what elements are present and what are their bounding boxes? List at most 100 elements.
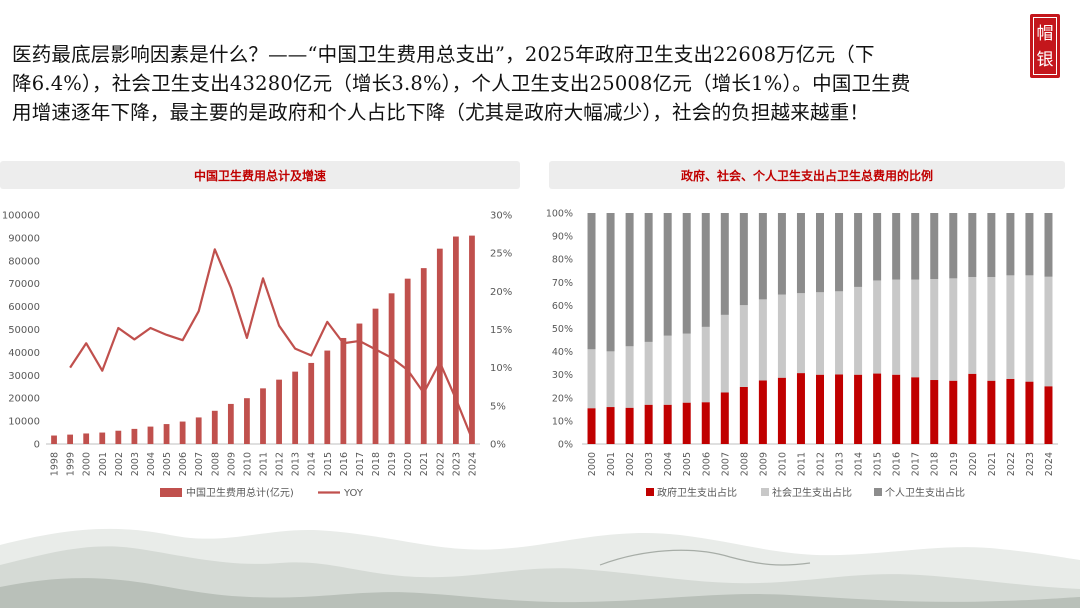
right-bar-social: [949, 278, 958, 381]
left-x-tick-label: 2002: [114, 452, 125, 476]
seal-char-2: 银: [1036, 50, 1054, 70]
left-x-tick-label: 2000: [82, 452, 93, 476]
right-bar-social: [625, 346, 634, 408]
right-x-tick-label: 2000: [587, 452, 598, 476]
right-y-tick-label: 100%: [546, 209, 573, 220]
left-x-tick-label: 2011: [259, 452, 270, 476]
left-x-tick-label: 2018: [371, 452, 382, 476]
left-x-tick-label: 2014: [307, 452, 318, 476]
left-x-tick-label: 2004: [146, 452, 157, 476]
right-bar-government: [835, 374, 844, 444]
left-bar: [211, 410, 218, 444]
left-y2-tick-label: 0%: [490, 440, 506, 451]
headline-line-1: 医药最底层影响因素是什么？——“中国卫生费用总支出”，2025年政府卫生支出22…: [12, 43, 875, 66]
left-x-tick-label: 2006: [178, 452, 189, 476]
right-bar-government: [644, 404, 653, 444]
right-x-tick-label: 2010: [777, 452, 788, 476]
right-x-tick-label: 2006: [701, 452, 712, 476]
right-x-tick-label: 2015: [873, 452, 884, 476]
charts-canvas: 0 10000 20000 30000 40000 50000 60000 70000 8000…: [2, 209, 1058, 499]
mountain-mid: [0, 546, 1080, 608]
right-bar-government: [911, 377, 920, 444]
left-bar: [404, 278, 411, 444]
left-bar: [388, 293, 395, 444]
right-bar-personal: [739, 213, 748, 306]
left-x-tick-label: 2016: [339, 452, 350, 476]
right-bar-personal: [949, 213, 958, 279]
left-bar: [227, 403, 234, 444]
left-x-tick-label: 2008: [210, 452, 221, 476]
right-bar-social: [930, 279, 939, 381]
right-bar-government: [949, 380, 958, 444]
left-y-tick-label: 0: [34, 440, 40, 451]
right-bar-government: [739, 386, 748, 444]
left-x-tick-label: 2024: [467, 452, 478, 476]
left-y2-tick-label: 15%: [490, 325, 512, 336]
left-bar: [147, 426, 154, 444]
left-x-tick-label: 2005: [162, 452, 173, 476]
right-bar-social: [911, 279, 920, 378]
headline-line-2: 降6.4%），社会卫生支出43280亿元（增长3.8%），个人卫生支出25008…: [12, 72, 911, 95]
right-bar-government: [1006, 378, 1015, 444]
left-bar: [356, 323, 363, 444]
left-yoy-line: [69, 248, 473, 440]
right-x-tick-label: 2017: [911, 452, 922, 476]
right-legend-swatch: [761, 488, 769, 496]
right-bar-government: [1025, 381, 1034, 444]
right-bar-social: [873, 280, 882, 374]
left-bar: [436, 248, 443, 444]
left-x-tick-label: 2021: [419, 452, 430, 476]
right-y-tick-label: 70%: [552, 278, 573, 289]
left-y2-tick-label: 10%: [490, 363, 512, 374]
left-y2-tick-label: 30%: [490, 211, 512, 222]
right-bar-government: [796, 373, 805, 444]
right-bar-social: [1025, 275, 1034, 382]
right-x-tick-label: 2011: [796, 452, 807, 476]
right-y-tick-label: 20%: [552, 393, 573, 404]
left-x-tick-label: 2020: [403, 452, 414, 476]
right-bar-government: [968, 373, 977, 444]
right-x-tick-label: 2022: [1006, 452, 1017, 476]
left-legend-swatch-total: [160, 488, 182, 497]
left-x-tick-label: 2007: [194, 452, 205, 476]
right-bar-personal: [587, 213, 596, 350]
right-bar-personal: [873, 213, 882, 281]
right-x-tick-label: 2012: [816, 452, 827, 476]
right-bar-government: [777, 377, 786, 444]
left-y-tick-label: 30000: [8, 371, 40, 382]
left-x-tick-label: 2022: [435, 452, 446, 476]
headline: 医药最底层影响因素是什么？——“中国卫生费用总支出”，2025年政府卫生支出22…: [12, 40, 1012, 127]
left-y2-tick-label: 20%: [490, 287, 512, 298]
left-bar: [99, 432, 106, 444]
right-bar-personal: [777, 213, 786, 295]
right-bar-social: [682, 333, 691, 403]
left-x-tick-label: 2015: [323, 452, 334, 476]
right-x-tick-label: 2013: [835, 452, 846, 476]
right-x-tick-label: 2020: [968, 452, 979, 476]
right-bar-social: [892, 279, 901, 375]
left-y-tick-label: 80000: [8, 256, 40, 267]
right-bar-personal: [1044, 213, 1053, 277]
left-x-tick-label: 2023: [451, 452, 462, 476]
right-legend-label: 社会卫生支出占比: [772, 486, 852, 499]
right-bar-personal: [758, 213, 767, 300]
left-y-tick-label: 10000: [8, 417, 40, 428]
right-bar-social: [606, 351, 615, 408]
left-bar: [51, 435, 57, 444]
right-chart-title: 政府、社会、个人卫生支出占卫生总费用的比例: [549, 161, 1065, 189]
left-bar: [324, 350, 331, 444]
right-bar-personal: [644, 213, 653, 342]
left-legend-label-total: 中国卫生费用总计(亿元): [186, 486, 294, 499]
right-bar-social: [777, 294, 786, 378]
mountain-landscape-decoration: [0, 528, 1080, 608]
right-y-tick-label: 30%: [552, 370, 573, 381]
logo-seal: 帽 银: [1030, 14, 1060, 78]
right-bar-personal: [987, 213, 996, 277]
left-y-tick-label: 60000: [8, 302, 40, 313]
right-bar-social: [758, 299, 767, 381]
right-x-tick-label: 2024: [1044, 452, 1055, 476]
right-bar-government: [682, 402, 691, 444]
right-bar-government: [663, 404, 672, 444]
right-bar-personal: [625, 213, 634, 347]
left-y-tick-label: 40000: [8, 348, 40, 359]
